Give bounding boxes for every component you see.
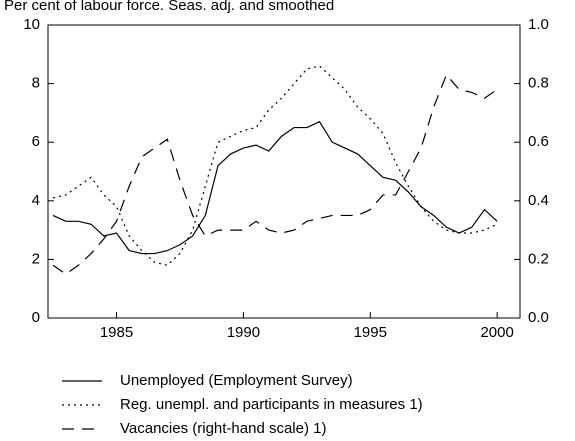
y-tick-label: 2: [32, 250, 40, 267]
y2-tick-label: 1.0: [528, 16, 549, 33]
y2-tick-label: 0.2: [528, 250, 549, 267]
y-tick-label: 8: [32, 75, 40, 92]
y-tick-label: 4: [32, 192, 40, 209]
x-tick-label: 1990: [227, 324, 260, 341]
y2-tick-label: 0.4: [528, 192, 549, 209]
y-tick-label: 0: [32, 309, 40, 326]
y-tick-label: 6: [32, 133, 40, 150]
legend-label: Unemployed (Employment Survey): [120, 372, 353, 389]
y-tick-label: 10: [23, 16, 40, 33]
legend-label: Reg. unempl. and participants in measure…: [120, 396, 423, 413]
y2-tick-label: 0.0: [528, 309, 549, 326]
series-line: [52, 65, 498, 266]
x-tick-label: 1985: [100, 324, 133, 341]
y2-tick-label: 0.6: [528, 133, 549, 150]
y2-tick-label: 0.8: [528, 75, 549, 92]
legend-label: Vacancies (right-hand scale) 1): [120, 420, 326, 437]
x-tick-label: 1995: [354, 324, 387, 341]
chart-title: Per cent of labour force. Seas. adj. and…: [4, 0, 334, 14]
series-line: [52, 120, 498, 255]
x-tick-label: 2000: [480, 324, 513, 341]
plot-frame: [47, 24, 521, 319]
series-line: [52, 73, 498, 275]
